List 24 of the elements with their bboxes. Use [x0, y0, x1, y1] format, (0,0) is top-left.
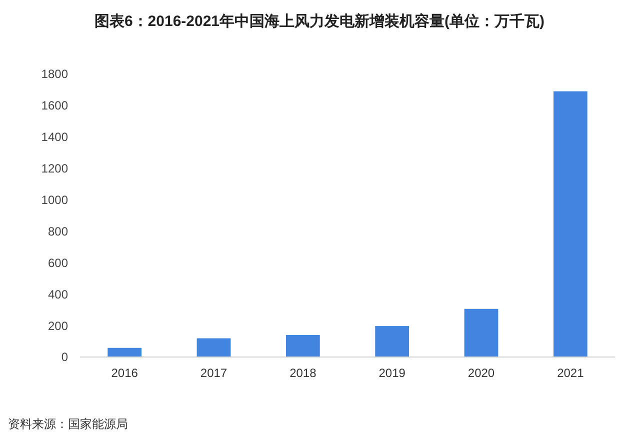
y-tick-label: 1800 [41, 67, 68, 82]
x-tick-label: 2020 [468, 366, 495, 380]
y-tick-label: 800 [48, 224, 68, 238]
x-tick-label: 2019 [378, 366, 406, 380]
y-tick-label: 1200 [41, 162, 68, 176]
y-tick-label: 0 [61, 350, 68, 364]
x-tick-label: 2018 [290, 366, 317, 380]
bar [196, 338, 231, 357]
y-tick-label: 600 [48, 256, 68, 270]
text: 资料来源：国家能源局 [8, 417, 128, 431]
y-tick-label: 1600 [41, 98, 68, 113]
bar [553, 91, 588, 357]
chart-title: 图表6：2016-2021年中国海上风力发电新增装机容量(单位：万千瓦) [94, 12, 545, 30]
y-tick-label: 200 [48, 318, 68, 333]
y-tick-label: 1000 [41, 192, 68, 207]
y-tick-label: 1400 [41, 130, 68, 144]
bar [464, 308, 498, 357]
x-tick-label: 2016 [111, 366, 138, 380]
bar [108, 348, 142, 357]
x-tick-label: 2021 [557, 366, 584, 380]
x-tick-label: 2017 [200, 366, 228, 380]
y-tick-label: 400 [48, 287, 68, 302]
bar [375, 326, 410, 357]
bar [286, 334, 320, 357]
